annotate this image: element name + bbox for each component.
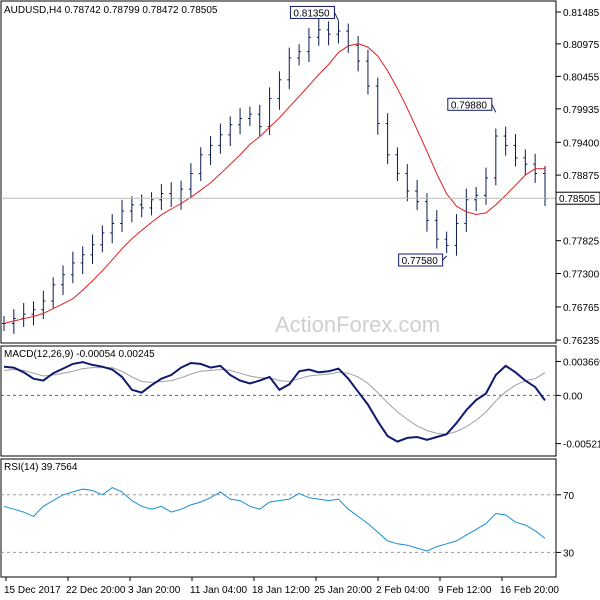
rsi-panel: RSI(14) 39.7564 70 30 [0, 458, 575, 578]
price-axis: 0.81485 0.80975 0.80455 0.79935 0.79400 0.788… [556, 8, 600, 347]
time-tick-label: 3 Jan 20:00 [128, 585, 181, 596]
macd-tick-label: 0.00 [563, 391, 583, 402]
price-tick-label: 0.80975 [563, 40, 600, 51]
time-axis: 15 Dec 2017 22 Dec 20:00 3 Jan 20:00 11 Jan… [4, 577, 559, 596]
time-tick-label: 18 Jan 12:00 [252, 585, 310, 596]
price-tick-label: 0.80455 [563, 72, 600, 83]
macd-signal-line [3, 367, 546, 435]
time-tick-label: 11 Jan 04:00 [190, 585, 248, 596]
moving-average-line [3, 43, 546, 324]
current-price-label: 0.78505 [559, 194, 596, 205]
annotation-leader [442, 255, 447, 261]
rsi-line [3, 487, 546, 552]
price-tick-label: 0.79935 [563, 105, 600, 116]
rsi-header: RSI(14) 39.7564 [4, 462, 78, 473]
time-tick-label: 25 Jan 20:00 [314, 585, 372, 596]
price-tick-label: 0.77825 [563, 237, 600, 248]
time-tick-label: 2 Feb 04:00 [376, 585, 430, 596]
time-tick-label: 16 Feb 20:00 [500, 585, 559, 596]
macd-tick-label: -0.005212 [563, 440, 600, 451]
macd-axis: 0.003669 0.00 -0.005212 [556, 357, 600, 451]
price-tick-label: 0.76235 [563, 336, 600, 347]
annotation-label: 0.79880 [451, 100, 488, 111]
price-tick-label: 0.78875 [563, 171, 600, 182]
price-tick-label: 0.76765 [563, 303, 600, 314]
price-tick-label: 0.79400 [563, 138, 600, 149]
rsi-tick-label: 70 [563, 491, 575, 502]
macd-panel: MACD(12,26,9) -0.00054 0.00245 0.0036690… [0, 345, 600, 457]
watermark: ActionForex.com [275, 312, 440, 337]
time-tick-label: 15 Dec 2017 [4, 585, 61, 596]
time-tick-label: 22 Dec 20:00 [66, 585, 126, 596]
price-tick-label: 0.77300 [563, 270, 600, 281]
price-panel: AUDUSD,H4 0.78742 0.78799 0.78472 0.7850… [0, 0, 600, 347]
annotation-leader [333, 12, 339, 21]
time-tick-label: 9 Feb 12:00 [438, 585, 492, 596]
current-price-tag: 0.78505 [555, 191, 600, 205]
macd-header: MACD(12,26,9) -0.00054 0.00245 [4, 349, 155, 360]
current-price-box [555, 191, 600, 205]
annotation-label: 0.77580 [402, 256, 439, 267]
rsi-tick-label: 30 [563, 548, 575, 559]
rsi-axis: 70 30 [556, 491, 575, 559]
price-tick-label: 0.81485 [563, 8, 600, 19]
macd-line [3, 361, 546, 443]
macd-tick-label: 0.003669 [563, 357, 600, 368]
annotation-label: 0.81350 [293, 8, 330, 19]
price-annotations: 0.81350 0.79880 0.77580 [289, 5, 497, 267]
annotation-leader [491, 104, 497, 113]
price-header: AUDUSD,H4 0.78742 0.78799 0.78472 0.7850… [4, 5, 218, 16]
